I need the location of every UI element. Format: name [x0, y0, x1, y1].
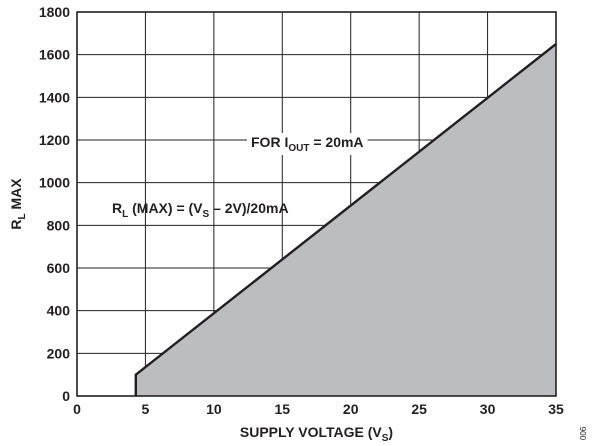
y-tick-label: 1400: [39, 89, 70, 105]
x-tick-label: 25: [411, 401, 427, 417]
y-axis-title: RL MAX: [8, 178, 28, 230]
x-tick-labels: 0 5 10 15 20 25 30 35: [73, 401, 564, 417]
x-tick-label: 30: [480, 401, 496, 417]
formula-part-3: S: [203, 209, 210, 220]
condition-part-0: FOR I: [251, 134, 288, 150]
x-axis-title-sub: S: [382, 433, 389, 444]
x-axis-title-main: SUPPLY VOLTAGE (V: [240, 424, 383, 440]
condition-annotation: FOR IOUT = 20mA: [251, 134, 364, 154]
x-axis-title-end: ): [388, 424, 393, 440]
y-axis-title-sub: L: [17, 213, 28, 219]
x-tick-label: 10: [206, 401, 222, 417]
x-tick-label: 0: [73, 401, 81, 417]
y-tick-label: 600: [47, 260, 71, 276]
figure-id: 006: [579, 426, 588, 440]
condition-part-1: OUT: [288, 143, 309, 154]
condition-part-2: = 20mA: [309, 134, 363, 150]
formula-part-4: – 2V)/20mA: [209, 200, 288, 216]
formula-annotation: RL (MAX) = (VS – 2V)/20mA: [112, 200, 289, 220]
y-tick-label: 200: [47, 345, 71, 361]
y-tick-label: 1600: [39, 47, 70, 63]
operating-region-area: [135, 44, 557, 396]
y-tick-label: 1800: [39, 4, 70, 20]
x-tick-label: 5: [142, 401, 150, 417]
formula-part-1: L: [122, 209, 128, 220]
y-tick-label: 0: [62, 388, 70, 404]
condition-annotation-background: [247, 133, 368, 155]
x-tick-label: 15: [274, 401, 290, 417]
y-axis-title-main: R: [8, 219, 24, 229]
y-axis-title-end: MAX: [8, 178, 24, 214]
y-tick-label: 400: [47, 303, 71, 319]
plot-frame: [76, 11, 557, 397]
x-tick-label: 20: [343, 401, 359, 417]
y-tick-labels: 0 200 400 600 800 1000 1200 1400 1600 1800: [39, 4, 70, 404]
y-tick-label: 1000: [39, 175, 70, 191]
formula-part-0: R: [112, 200, 122, 216]
rl-max-line: [134, 43, 557, 396]
y-tick-label: 800: [47, 217, 71, 233]
formula-part-2: (MAX) = (V: [128, 200, 203, 216]
x-tick-label: 35: [548, 401, 564, 417]
y-tick-label: 1200: [39, 132, 70, 148]
x-axis-title: SUPPLY VOLTAGE (VS): [240, 424, 393, 444]
